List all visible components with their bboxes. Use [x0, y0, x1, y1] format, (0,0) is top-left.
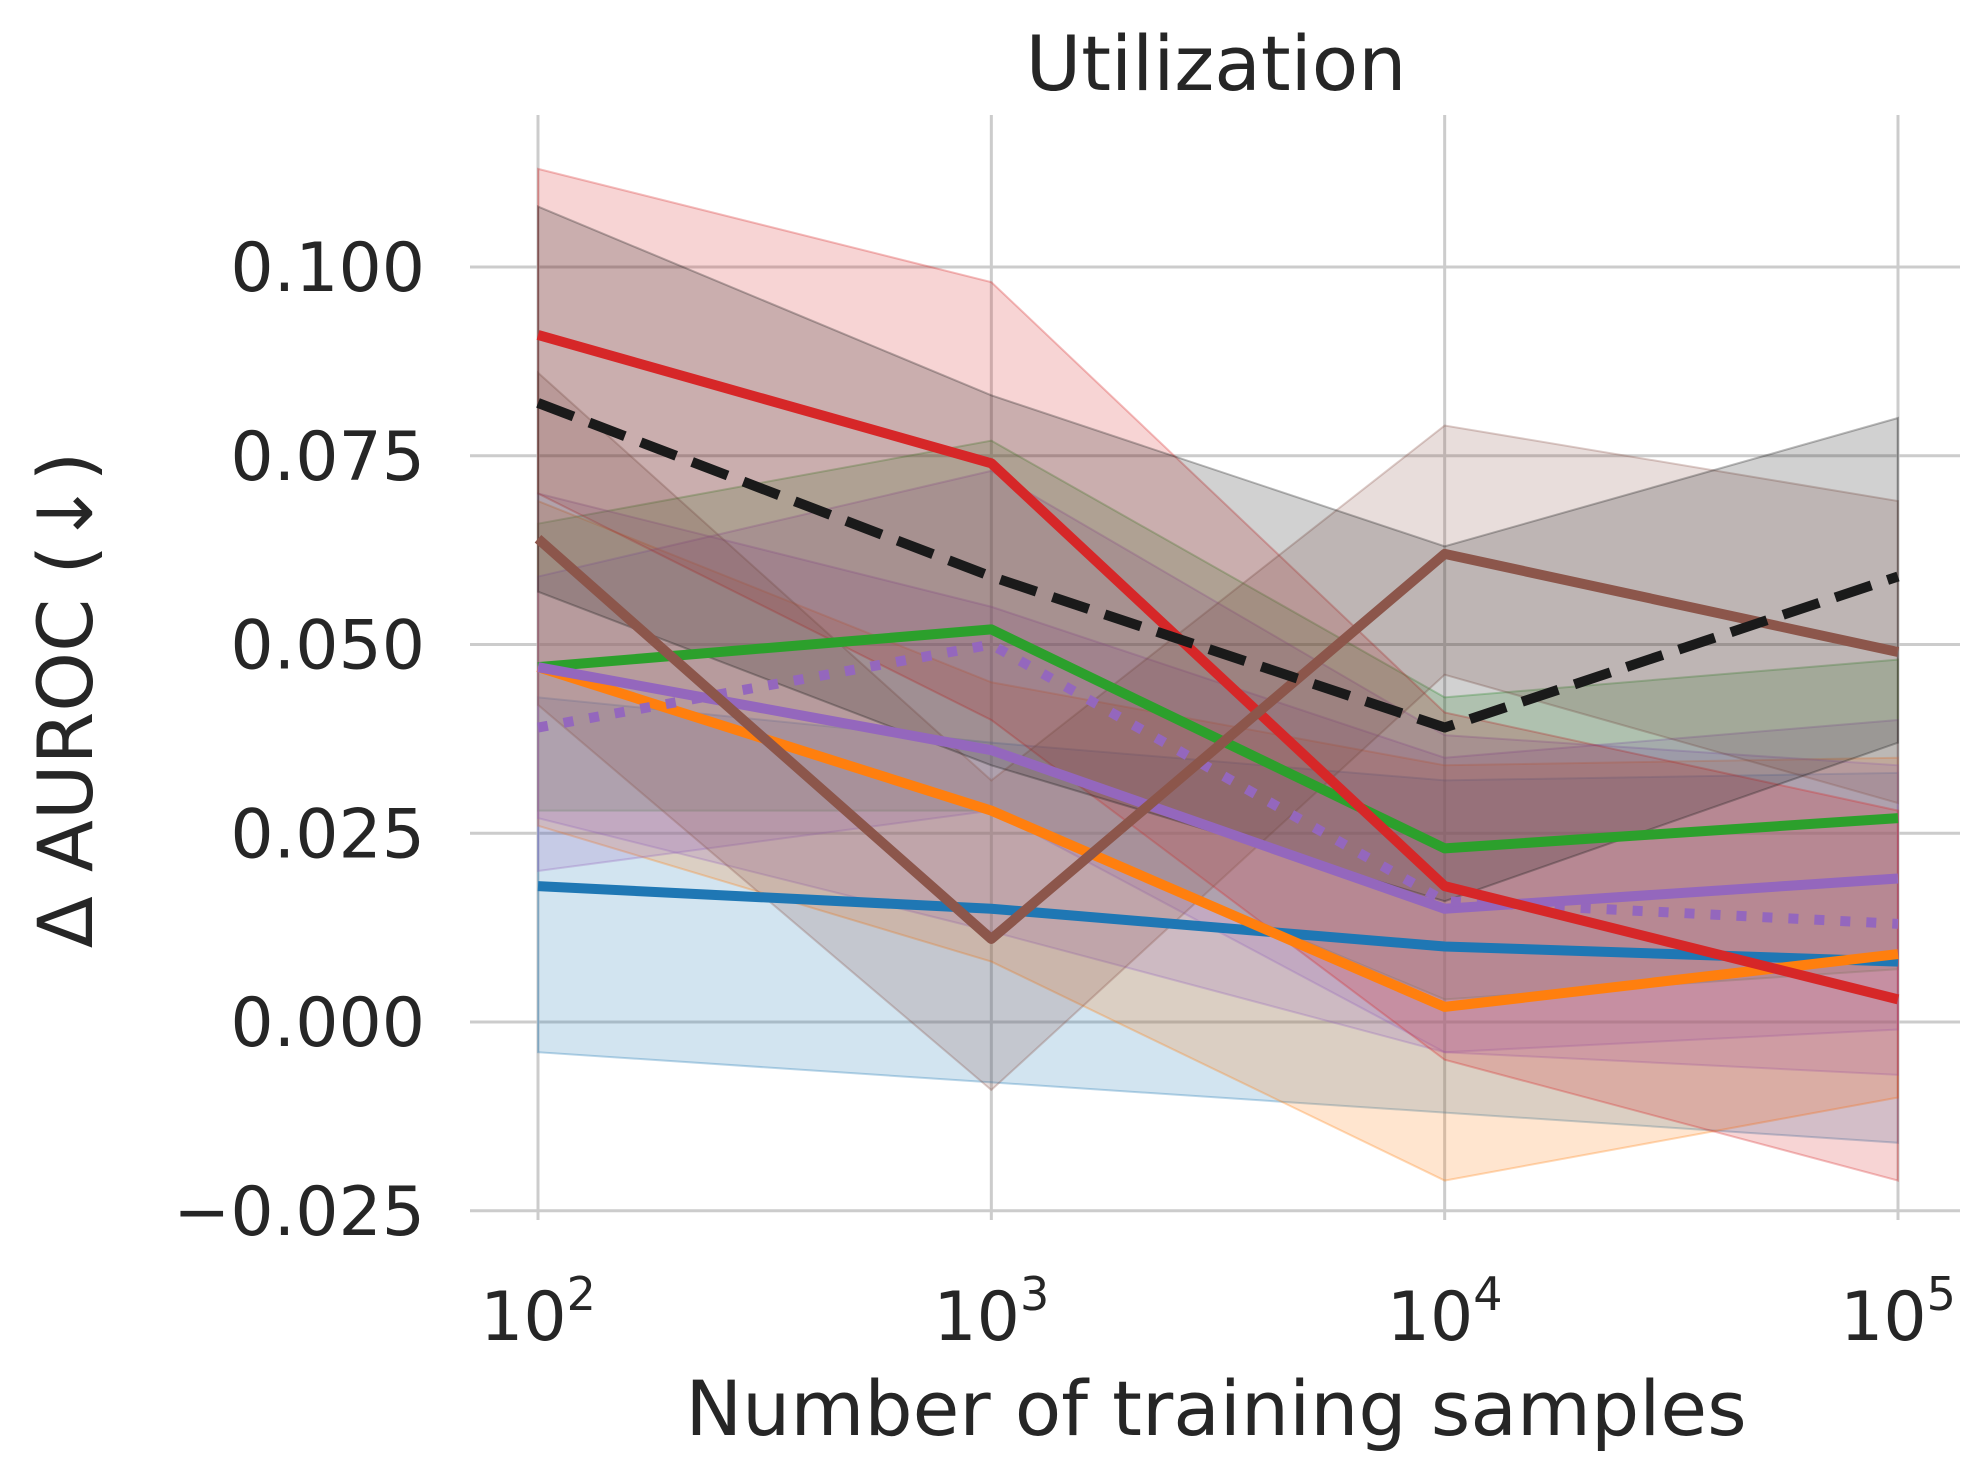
x-tick-label: 103	[933, 1267, 1049, 1357]
series-3-band	[537, 499, 1899, 1182]
y-tick-labels: −0.025 0.000 0.025 0.050 0.075 0.100	[173, 229, 425, 1252]
y-tick-label: 0.025	[230, 795, 425, 874]
y-tick-label: 0.075	[230, 418, 425, 497]
x-tick-labels: 102 103 104 105	[480, 1267, 1956, 1357]
series-8-line	[536, 398, 1900, 733]
x-tick-label: 105	[1840, 1267, 1956, 1357]
x-tick-label: 102	[480, 1267, 596, 1357]
series-2-line	[537, 881, 1899, 967]
series-7-line	[534, 535, 1900, 944]
series-4-line	[537, 662, 1899, 914]
y-axis-title: Δ AUROC (↓)	[21, 452, 110, 949]
x-tick-label: 104	[1387, 1267, 1503, 1357]
y-tick-label: −0.025	[173, 1173, 425, 1252]
series-8-band	[537, 205, 1899, 903]
y-tick-label: 0.000	[230, 984, 425, 1063]
series-5-band	[537, 469, 1899, 1076]
series-lines	[534, 330, 1900, 1012]
chart-title: Utilization	[1026, 19, 1407, 108]
series-6-line	[536, 330, 1900, 1005]
y-tick-label: 0.050	[230, 607, 425, 686]
series-1-band	[537, 439, 1899, 1001]
x-axis-title: Number of training samples	[685, 1364, 1746, 1453]
series-1-line	[537, 624, 1899, 854]
confidence-bands	[537, 167, 1899, 1182]
y-tick-label: 0.100	[230, 229, 425, 308]
series-2-band	[537, 696, 1899, 1144]
series-7-band	[537, 370, 1899, 1092]
